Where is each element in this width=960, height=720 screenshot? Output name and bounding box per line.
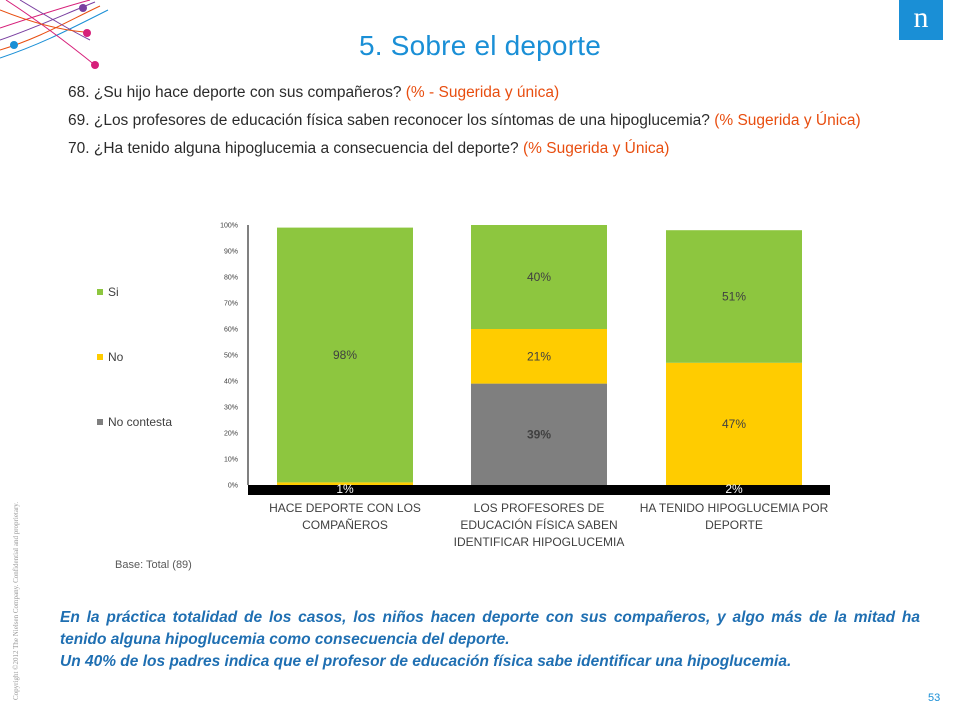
bar-no: [666, 362, 802, 485]
bar-no: [471, 329, 607, 384]
bar-si: [471, 225, 607, 329]
question-text: 69. ¿Los profesores de educación física …: [68, 112, 715, 129]
y-tick-label: 80%: [224, 275, 238, 282]
bar-no: [277, 482, 413, 485]
legend-swatch: [97, 354, 103, 360]
x-axis-band: [248, 485, 830, 495]
bar-no-contesta: [471, 383, 607, 485]
data-label: 47%: [722, 417, 746, 431]
question-tag: (% Sugerida y Única): [522, 140, 670, 157]
base-note: Base: Total (89): [115, 559, 192, 571]
left-band: [0, 0, 24, 720]
legend-label: Si: [108, 285, 119, 299]
nielsen-logo: n: [899, 0, 943, 40]
bar-si: [666, 230, 802, 363]
legend-label: No contesta: [108, 415, 172, 429]
conclusion-paragraph-1: En la práctica totalidad de los casos, l…: [60, 609, 920, 648]
page-title: 5. Sobre el deporte: [359, 30, 601, 61]
legend-label: No: [108, 350, 124, 364]
y-tick-label: 50%: [224, 353, 238, 360]
y-tick-label: 100%: [220, 223, 238, 230]
stacked-bar-chart: 0% 10% 20% 30% 40% 50% 60% 70% 80% 90% 100% 98% 1% 40…: [97, 223, 830, 549]
question-68: 68. ¿Su hijo hace deporte con sus compañ…: [68, 84, 559, 102]
data-label: 21%: [527, 349, 551, 363]
category-label: LOS PROFESORES DE: [474, 501, 605, 515]
question-69: 69. ¿Los profesores de educación física …: [68, 112, 861, 130]
deco-dot: [91, 61, 99, 69]
legend-swatch: [97, 289, 103, 295]
question-text: 68. ¿Su hijo hace deporte con sus compañ…: [68, 84, 406, 101]
data-label: 39%: [527, 427, 551, 441]
deco-dot: [79, 4, 87, 12]
data-label: 98%: [333, 348, 357, 362]
page-number: 53: [928, 692, 941, 704]
y-tick-label: 10%: [224, 457, 238, 464]
category-label: HACE DEPORTE CON LOS: [269, 501, 421, 515]
deco-dot: [10, 41, 18, 49]
conclusion-text: En la práctica totalidad de los casos, l…: [60, 607, 920, 673]
category-label: COMPAÑEROS: [302, 518, 388, 532]
category-label: EDUCACIÓN FÍSICA SABEN: [460, 517, 617, 532]
data-label: 51%: [722, 290, 746, 304]
y-tick-label: 20%: [224, 431, 238, 438]
logo-letter: n: [913, 1, 929, 34]
category-label: IDENTIFICAR HIPOGLUCEMIA: [454, 535, 625, 549]
y-tick-label: 70%: [224, 301, 238, 308]
question-text: 70. ¿Ha tenido alguna hipoglucemia a con…: [68, 140, 523, 157]
y-tick-label: 0%: [228, 483, 238, 490]
category-label: DEPORTE: [705, 518, 763, 532]
question-70: 70. ¿Ha tenido alguna hipoglucemia a con…: [68, 140, 669, 158]
deco-dot: [83, 29, 91, 37]
bar-si: [277, 227, 413, 483]
data-label: 2%: [725, 482, 743, 496]
y-tick-label: 30%: [224, 405, 238, 412]
data-label: 40%: [527, 270, 551, 284]
y-tick-label: 90%: [224, 249, 238, 256]
legend-swatch: [97, 419, 103, 425]
data-label: 1%: [336, 482, 354, 496]
y-tick-label: 40%: [224, 379, 238, 386]
decorative-arcs: [0, 0, 109, 69]
question-tag: (% Sugerida y Única): [714, 112, 861, 129]
question-tag: (% - Sugerida y única): [405, 84, 560, 101]
category-label: HA TENIDO HIPOGLUCEMIA POR: [640, 501, 829, 515]
y-tick-label: 60%: [224, 327, 238, 334]
conclusion-paragraph-2: Un 40% de los padres indica que el profe…: [60, 653, 792, 670]
